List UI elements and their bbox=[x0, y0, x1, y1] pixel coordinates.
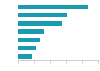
Bar bbox=[18, 54, 32, 59]
Bar bbox=[18, 13, 67, 17]
Bar bbox=[18, 29, 44, 34]
Bar bbox=[18, 38, 40, 42]
Bar bbox=[18, 21, 62, 26]
Bar bbox=[18, 46, 36, 50]
Bar bbox=[18, 5, 88, 9]
